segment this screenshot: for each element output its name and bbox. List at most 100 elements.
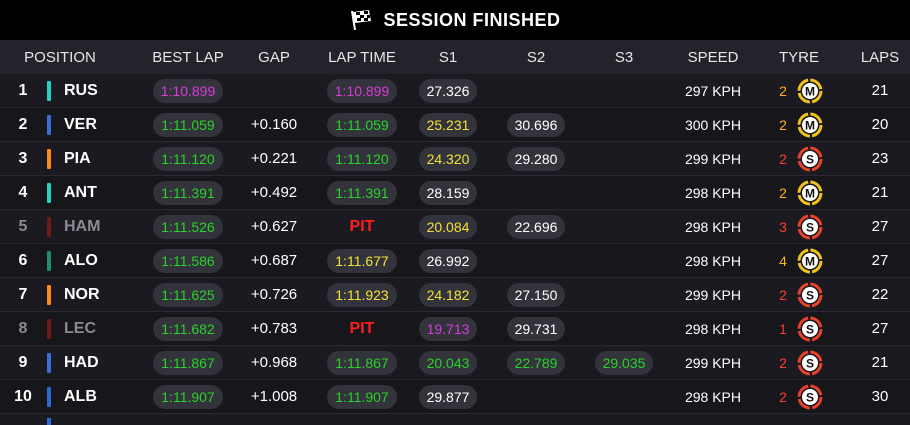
best-lap-cell: 1:11.586 <box>146 244 230 278</box>
sector-s1-time: 20.084 <box>418 215 478 240</box>
col-speed: SPEED <box>687 49 739 66</box>
col-position: POSITION <box>24 49 96 66</box>
tyre-age: 2 <box>779 287 787 303</box>
lap-time-cell: 1:11.391 <box>320 176 404 210</box>
sector-s1-time: 20.043 <box>418 351 478 376</box>
lap-time-cell: 1:11.677 <box>320 244 404 278</box>
lap-time-cell: 1:11.059 <box>320 108 404 142</box>
standings-table: 1 RUS 1:10.899 1:10.899 27.326 297 KPH 2 M 21 2… <box>0 74 910 414</box>
col-lap-time: LAP TIME <box>328 49 396 66</box>
driver-code: HAM <box>64 218 101 235</box>
lap-time: 1:11.391 <box>327 181 397 206</box>
driver-code: ALB <box>64 388 97 405</box>
sector-s2-cell: 22.789 <box>500 346 572 380</box>
pit-indicator: PIT <box>349 320 375 337</box>
sector-s1-time: 27.326 <box>418 79 478 104</box>
table-row[interactable]: 5 HAM 1:11.526 +0.627 PIT 20.084 22.696 298 KPH… <box>0 210 910 244</box>
gap-value: +0.160 <box>250 116 298 133</box>
team-color-bar <box>47 149 51 169</box>
lap-time: 1:11.059 <box>327 113 397 138</box>
table-row[interactable]: 1 RUS 1:10.899 1:10.899 27.326 297 KPH 2 M 21 <box>0 74 910 108</box>
speed-value: 298 KPH <box>684 389 742 405</box>
driver-code: ALO <box>64 252 98 269</box>
gap-value: +0.783 <box>250 320 298 337</box>
sector-s2-time: 27.150 <box>506 283 566 308</box>
team-color-bar <box>47 418 51 425</box>
medium-tyre-icon: M <box>797 248 823 274</box>
sector-s1-time: 29.877 <box>418 385 478 410</box>
sector-s1-cell: 24.320 <box>412 142 484 176</box>
gap-value: +0.492 <box>250 184 298 201</box>
table-row[interactable]: 8 LEC 1:11.682 +0.783 PIT 19.713 29.731 298 KPH… <box>0 312 910 346</box>
table-row[interactable]: 10 ALB 1:11.907 +1.008 1:11.907 29.877 298 KPH… <box>0 380 910 414</box>
sector-s2-cell: 29.731 <box>500 312 572 346</box>
tyre-compound-letter: M <box>805 187 815 201</box>
best-lap-time: 1:11.391 <box>153 181 223 206</box>
team-color-bar <box>47 183 51 203</box>
position-number: 4 <box>18 184 28 201</box>
lap-time-cell: PIT <box>320 210 404 244</box>
speed-value: 298 KPH <box>684 253 742 269</box>
sector-s1-cell: 27.326 <box>412 74 484 108</box>
best-lap-time: 1:10.899 <box>152 79 224 104</box>
driver-code: VER <box>64 116 97 133</box>
lap-time-cell: 1:11.923 <box>320 278 404 312</box>
col-best-lap: BEST LAP <box>152 49 224 66</box>
speed-value: 299 KPH <box>684 287 742 303</box>
sector-s2-cell: 30.696 <box>500 108 572 142</box>
col-s1: S1 <box>438 49 458 66</box>
medium-tyre-icon: M <box>797 112 823 138</box>
soft-tyre-icon: S <box>797 350 823 376</box>
best-lap-cell: 1:10.899 <box>146 74 230 108</box>
gap-value: +0.726 <box>250 286 298 303</box>
table-row[interactable]: 9 HAD 1:11.867 +0.968 1:11.867 20.043 22.789 29… <box>0 346 910 380</box>
table-row[interactable]: 7 NOR 1:11.625 +0.726 1:11.923 24.182 27.150 29… <box>0 278 910 312</box>
lap-time-cell: 1:10.899 <box>320 74 404 108</box>
session-title: SESSION FINISHED <box>383 9 561 30</box>
tyre-compound-letter: S <box>806 221 814 235</box>
sector-s1-time: 24.320 <box>418 147 478 172</box>
speed-value: 298 KPH <box>684 185 742 201</box>
lap-time: 1:10.899 <box>326 79 398 104</box>
position-number: 3 <box>18 150 28 167</box>
team-color-bar <box>47 217 51 237</box>
best-lap-time: 1:11.907 <box>153 385 223 410</box>
speed-value: 298 KPH <box>684 219 742 235</box>
lap-time: 1:11.867 <box>327 351 397 376</box>
soft-tyre-icon: S <box>797 282 823 308</box>
table-row[interactable]: 4 ANT 1:11.391 +0.492 1:11.391 28.159 298 KPH 2… <box>0 176 910 210</box>
best-lap-time: 1:11.867 <box>153 351 223 376</box>
position-number: 10 <box>14 388 32 405</box>
best-lap-time: 1:11.586 <box>153 249 223 274</box>
best-lap-time: 1:11.120 <box>153 147 223 172</box>
driver-code: ANT <box>64 184 97 201</box>
sector-s1-time: 26.992 <box>418 249 478 274</box>
laps-value: 27 <box>871 320 889 337</box>
sector-s1-cell: 29.877 <box>412 380 484 414</box>
gap-value: +1.008 <box>250 388 298 405</box>
table-row[interactable]: 2 VER 1:11.059 +0.160 1:11.059 25.231 30.696 30… <box>0 108 910 142</box>
best-lap-cell: 1:11.059 <box>146 108 230 142</box>
sector-s2-cell: 22.696 <box>500 210 572 244</box>
sector-s2-time: 22.696 <box>506 215 566 240</box>
lap-time-cell: PIT <box>320 312 404 346</box>
sector-s2-cell: 27.150 <box>500 278 572 312</box>
sector-s1-cell: 26.992 <box>412 244 484 278</box>
driver-code: NOR <box>64 286 100 303</box>
team-color-bar <box>47 285 51 305</box>
sector-s1-time: 25.231 <box>418 113 478 138</box>
tyre-age: 3 <box>779 219 787 235</box>
table-row[interactable]: 3 PIA 1:11.120 +0.221 1:11.120 24.320 29.280 29… <box>0 142 910 176</box>
sector-s1-cell: 20.043 <box>412 346 484 380</box>
tyre-compound-letter: M <box>805 119 815 133</box>
soft-tyre-icon: S <box>797 146 823 172</box>
table-row[interactable]: 6 ALO 1:11.586 +0.687 1:11.677 26.992 298 KPH 4… <box>0 244 910 278</box>
team-color-bar <box>47 115 51 135</box>
sector-s1-cell: 20.084 <box>412 210 484 244</box>
tyre-age: 2 <box>779 355 787 371</box>
team-color-bar <box>47 353 51 373</box>
driver-code: HAD <box>64 354 99 371</box>
tyre-age: 2 <box>779 389 787 405</box>
sector-s2-time: 22.789 <box>506 351 566 376</box>
sector-s1-cell: 28.159 <box>412 176 484 210</box>
